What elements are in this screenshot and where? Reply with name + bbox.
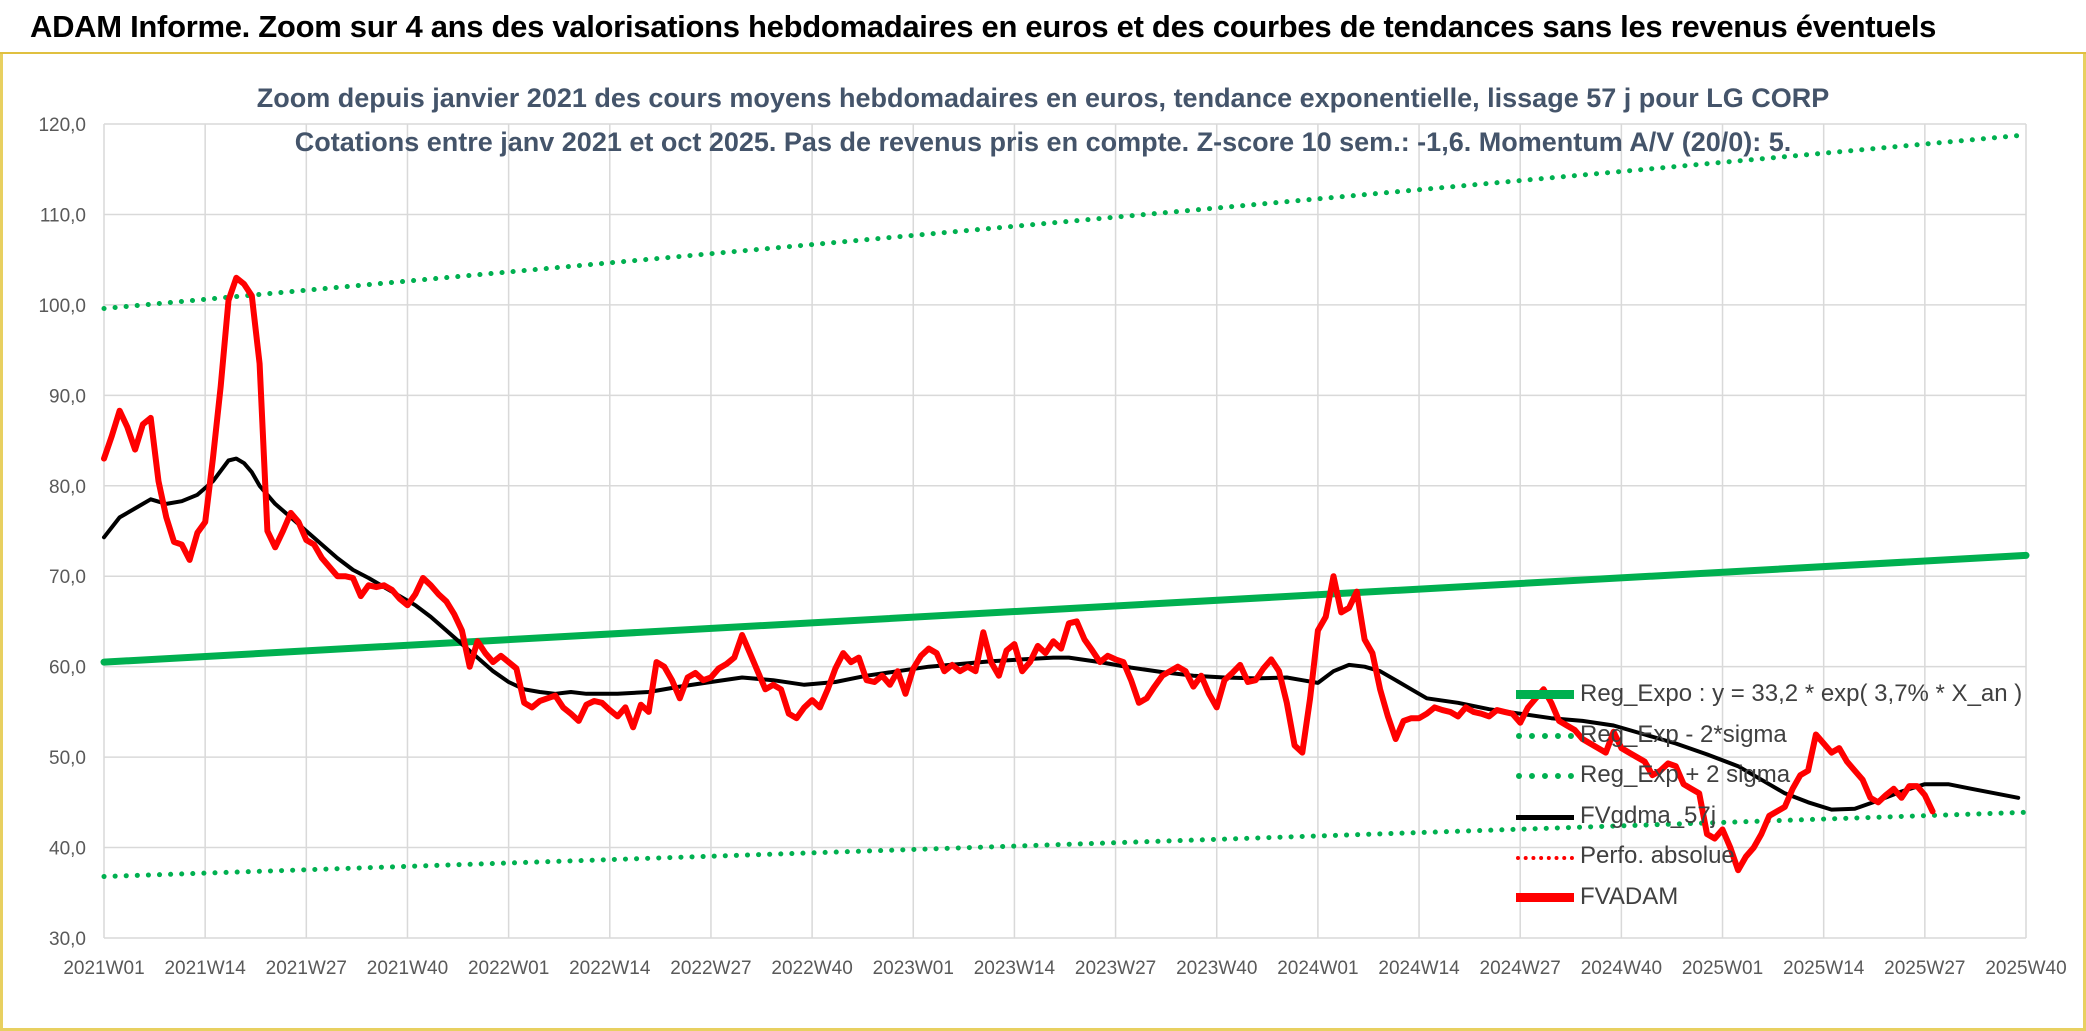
legend-label-fvadam: FVADAM — [1580, 882, 1679, 910]
y-tick-label: 50,0 — [49, 748, 86, 769]
legend-swatch-fvadam — [1516, 892, 1574, 902]
chart-title-line2: Cotations entre janv 2021 et oct 2025. P… — [294, 127, 1792, 157]
x-tick-label: 2023W40 — [1176, 958, 1257, 979]
y-tick-label: 70,0 — [49, 567, 86, 588]
x-tick-label: 2021W01 — [63, 958, 144, 979]
x-tick-label: 2022W01 — [468, 958, 549, 979]
chart-title-line1: Zoom depuis janvier 2021 des cours moyen… — [256, 83, 1830, 113]
y-tick-label: 80,0 — [49, 477, 86, 498]
x-tick-label: 2021W40 — [367, 958, 448, 979]
x-tick-label: 2025W14 — [1783, 958, 1865, 979]
x-tick-label: 2023W14 — [974, 958, 1056, 979]
legend-label-reg-exp-minus: Reg_Exp - 2*sigma — [1580, 720, 1787, 748]
y-tick-label: 110,0 — [40, 205, 86, 226]
reg-expo-line — [100, 551, 2030, 666]
chart-frame — [0, 54, 2086, 1031]
x-tick-label: 2025W40 — [1985, 958, 2066, 979]
y-tick-label: 30,0 — [49, 929, 86, 950]
x-tick-label: 2023W01 — [873, 958, 954, 979]
legend-label-reg-expo: Reg_Expo : y = 33,2 * exp( 3,7% * X_an ) — [1580, 680, 2023, 707]
legend-swatch-reg-expo — [1516, 690, 1574, 699]
x-tick-label: 2023W27 — [1075, 958, 1156, 979]
x-tick-label: 2025W27 — [1884, 958, 1965, 979]
x-tick-label: 2024W27 — [1480, 958, 1561, 979]
y-tick-label: 60,0 — [49, 658, 86, 679]
reg-exp-plus-line — [101, 132, 2029, 311]
legend-label-perfo: Perfo. absolue — [1580, 842, 1735, 869]
x-tick-label: 2021W27 — [266, 958, 347, 979]
x-tick-label: 2025W01 — [1682, 958, 1763, 979]
y-tick-label: 40,0 — [49, 839, 86, 860]
legend-swatch-fvgdma — [1516, 814, 1574, 820]
x-tick-label: 2022W40 — [771, 958, 852, 979]
x-tick-label: 2024W40 — [1581, 958, 1662, 979]
legend-label-reg-exp-plus: Reg_Exp + 2 sigma — [1580, 761, 1791, 788]
x-tick-label: 2022W27 — [670, 958, 751, 979]
x-tick-label: 2022W14 — [569, 958, 651, 979]
fvadam-line — [101, 274, 1936, 874]
y-tick-label: 120,0 — [38, 115, 86, 136]
x-tick-label: 2021W14 — [164, 958, 246, 979]
reg-exp-minus-line — [101, 809, 2029, 879]
y-tick-label: 100,0 — [38, 296, 86, 317]
legend-swatch-reg-exp-plus — [1516, 773, 1574, 779]
legend-swatch-reg-exp-minus — [1516, 732, 1574, 739]
legend-label-fvgdma: FVgdma_57j — [1580, 801, 1717, 829]
y-tick-label: 90,0 — [49, 386, 86, 407]
header-title: ADAM Informe. Zoom sur 4 ans des valoris… — [30, 9, 1937, 44]
legend-swatch-perfo — [1516, 856, 1574, 860]
x-tick-label: 2024W01 — [1277, 958, 1358, 979]
x-tick-label: 2024W14 — [1378, 958, 1460, 979]
header-bar: ADAM Informe. Zoom sur 4 ans des valoris… — [0, 0, 2086, 54]
